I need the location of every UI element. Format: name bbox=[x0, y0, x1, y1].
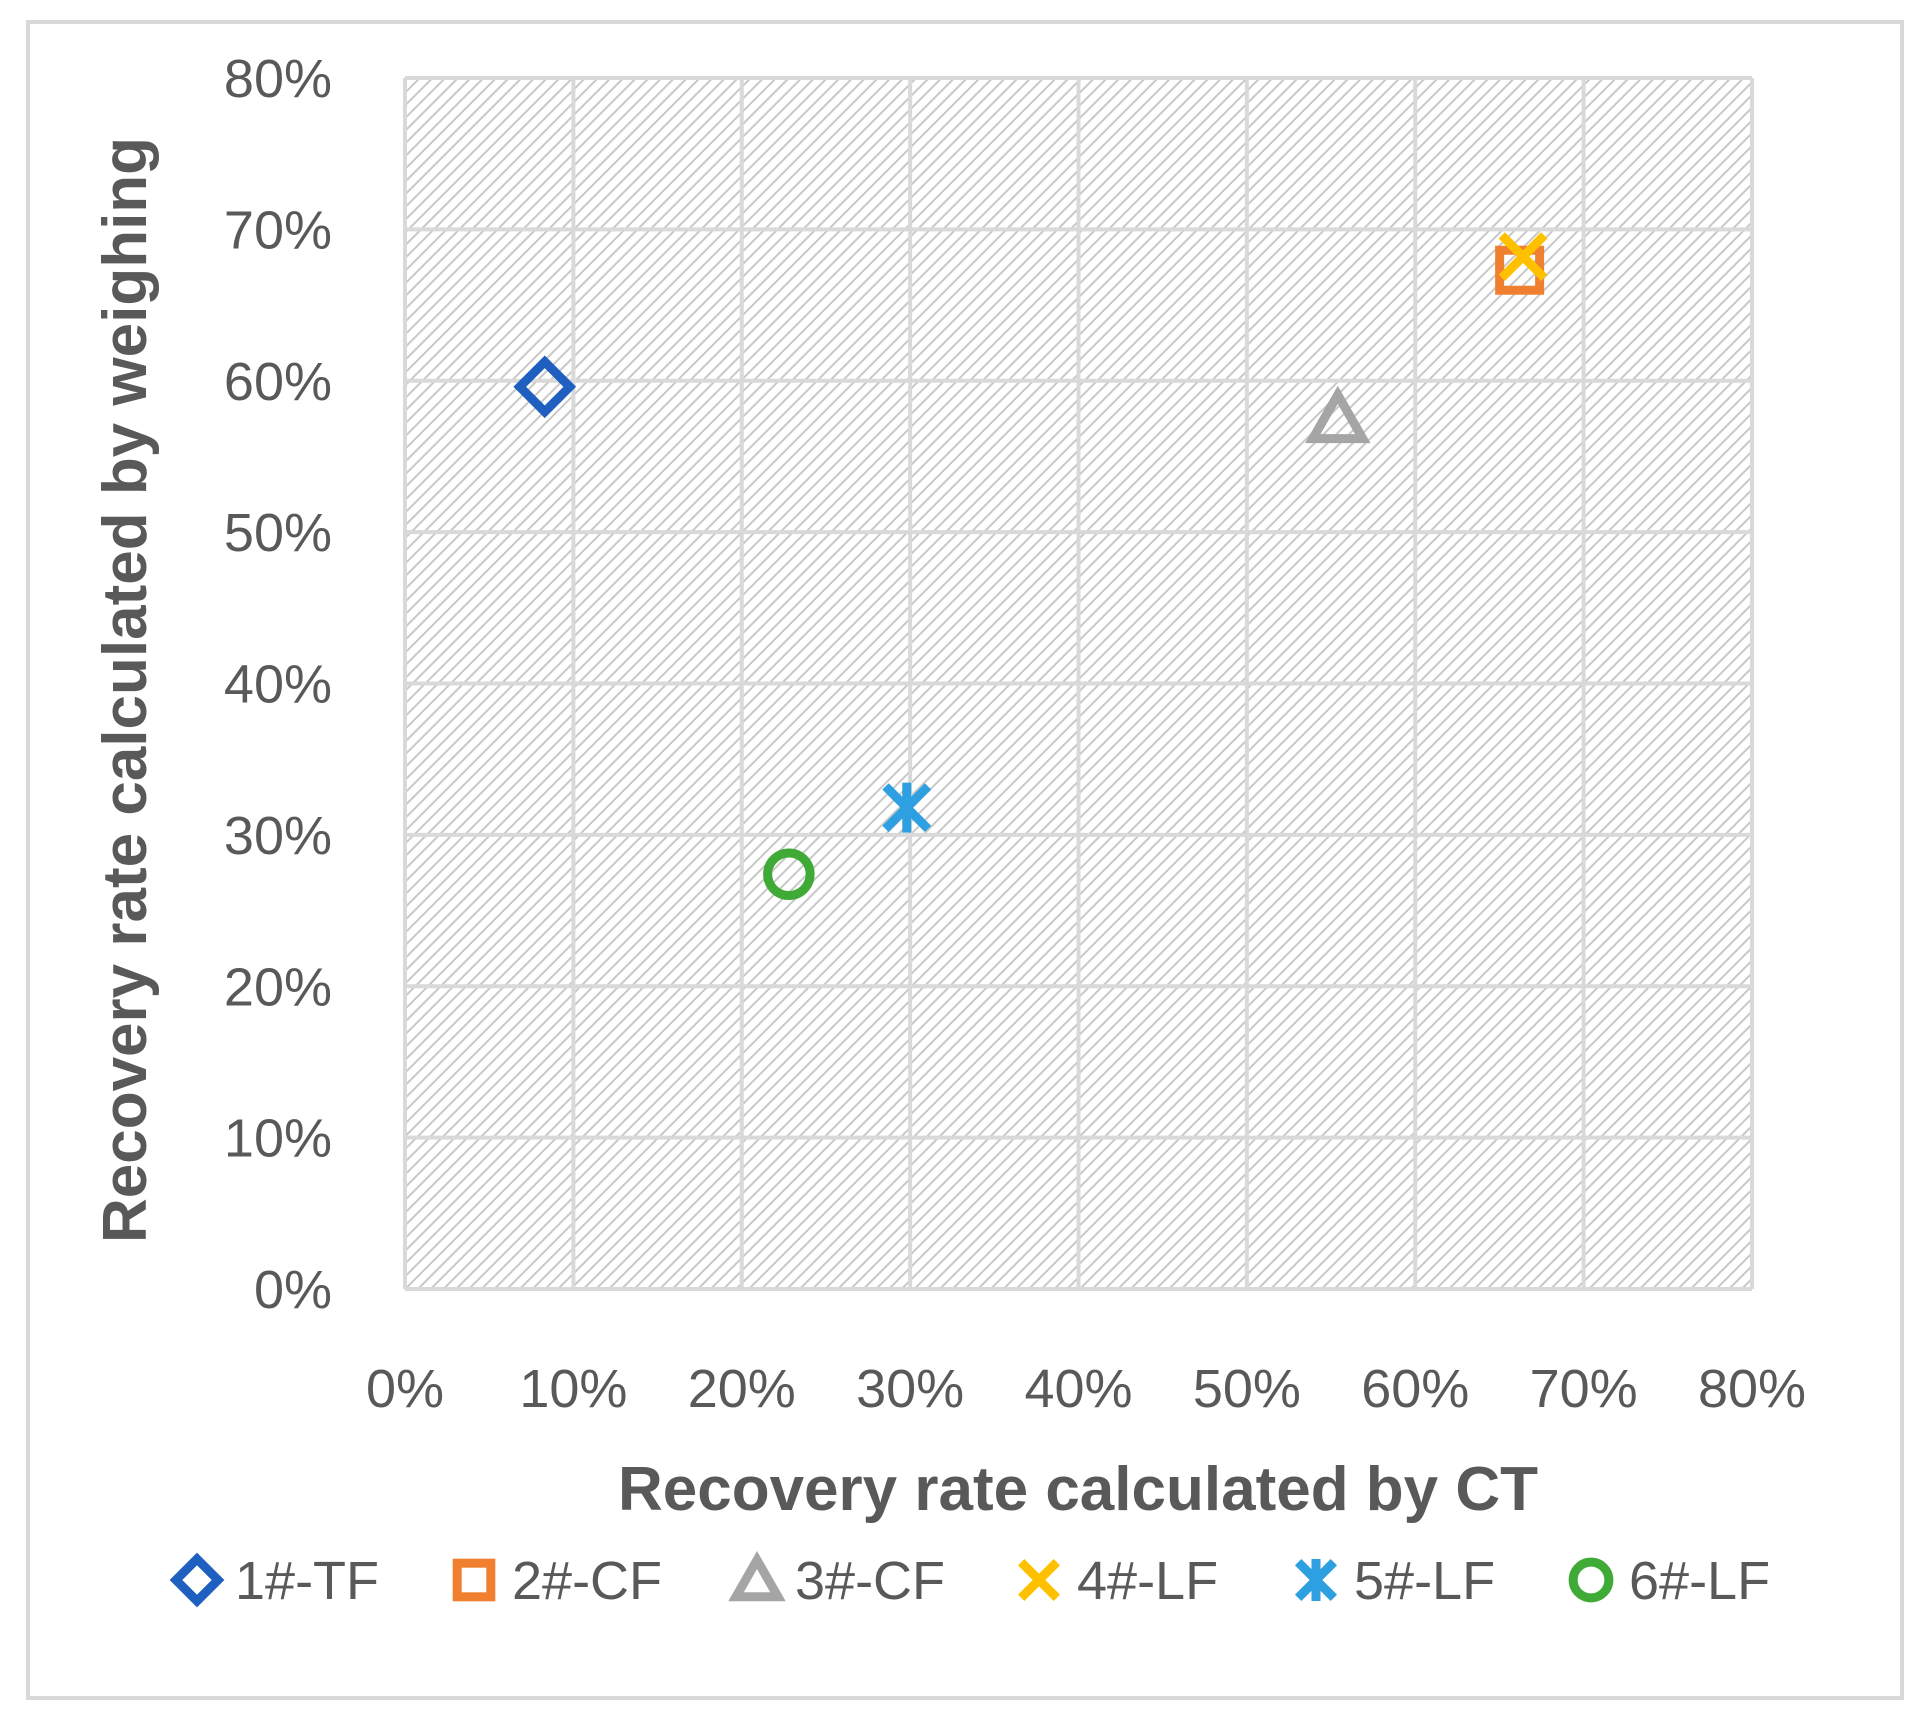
x-tick-label: 60% bbox=[1361, 1359, 1469, 1419]
legend-label: 6#-LF bbox=[1629, 1551, 1770, 1611]
legend-item-5: 5#-LF bbox=[1294, 1551, 1495, 1611]
legend-marker bbox=[728, 1550, 786, 1602]
y-axis-title: Recovery rate calculated by weighing bbox=[91, 137, 160, 1243]
y-tick-label: 80% bbox=[224, 49, 332, 109]
y-tick-label: 10% bbox=[224, 1109, 332, 1169]
legend-marker bbox=[1568, 1557, 1614, 1603]
x-tick-label: 80% bbox=[1698, 1359, 1806, 1419]
legend-marker bbox=[1294, 1558, 1338, 1602]
y-tick-label: 70% bbox=[224, 200, 332, 260]
y-tick-label: 0% bbox=[254, 1260, 332, 1320]
legend-marker bbox=[452, 1558, 496, 1602]
data-point-3 bbox=[1305, 385, 1371, 444]
legend-label: 1#-TF bbox=[235, 1551, 379, 1611]
data-point-4 bbox=[1498, 232, 1548, 282]
data-points bbox=[513, 232, 1548, 900]
legend-marker bbox=[169, 1552, 225, 1608]
x-tick-label: 70% bbox=[1530, 1359, 1638, 1419]
y-tick-label: 30% bbox=[224, 806, 332, 866]
x-tick-label: 40% bbox=[1024, 1359, 1132, 1419]
x-axis-title: Recovery rate calculated by CT bbox=[618, 1455, 1538, 1524]
data-point-1 bbox=[513, 355, 577, 419]
legend-label: 3#-CF bbox=[795, 1551, 945, 1611]
legend: 1#-TF 2#-CF 3#-CF 4#-LF 5#-LF 6#-LF bbox=[169, 1550, 1770, 1611]
legend-item-3: 3#-CF bbox=[728, 1550, 945, 1611]
x-tick-label: 20% bbox=[688, 1359, 796, 1419]
legend-item-1: 1#-TF bbox=[169, 1551, 379, 1611]
legend-item-2: 2#-CF bbox=[452, 1551, 662, 1611]
legend-item-6: 6#-LF bbox=[1568, 1551, 1770, 1611]
x-axis-tick-labels: 0% 10% 20% 30% 40% 50% 60% 70% 80% bbox=[366, 1359, 1806, 1419]
y-tick-label: 20% bbox=[224, 957, 332, 1017]
legend-label: 5#-LF bbox=[1354, 1551, 1495, 1611]
legend-label: 2#-CF bbox=[512, 1551, 662, 1611]
data-point-5 bbox=[882, 782, 932, 833]
legend-item-4: 4#-LF bbox=[1017, 1551, 1218, 1611]
legend-label: 4#-LF bbox=[1077, 1551, 1218, 1611]
y-axis-tick-labels: 0% 10% 20% 30% 40% 50% 60% 70% 80% bbox=[224, 49, 332, 1320]
y-tick-label: 50% bbox=[224, 503, 332, 563]
legend-marker bbox=[1017, 1558, 1061, 1602]
y-tick-label: 40% bbox=[224, 655, 332, 715]
y-tick-label: 60% bbox=[224, 352, 332, 412]
x-tick-label: 30% bbox=[856, 1359, 964, 1419]
data-point-6 bbox=[763, 848, 815, 900]
x-tick-label: 0% bbox=[366, 1359, 444, 1419]
x-tick-label: 10% bbox=[519, 1359, 627, 1419]
x-tick-label: 50% bbox=[1193, 1359, 1301, 1419]
gridlines bbox=[403, 76, 1754, 1291]
